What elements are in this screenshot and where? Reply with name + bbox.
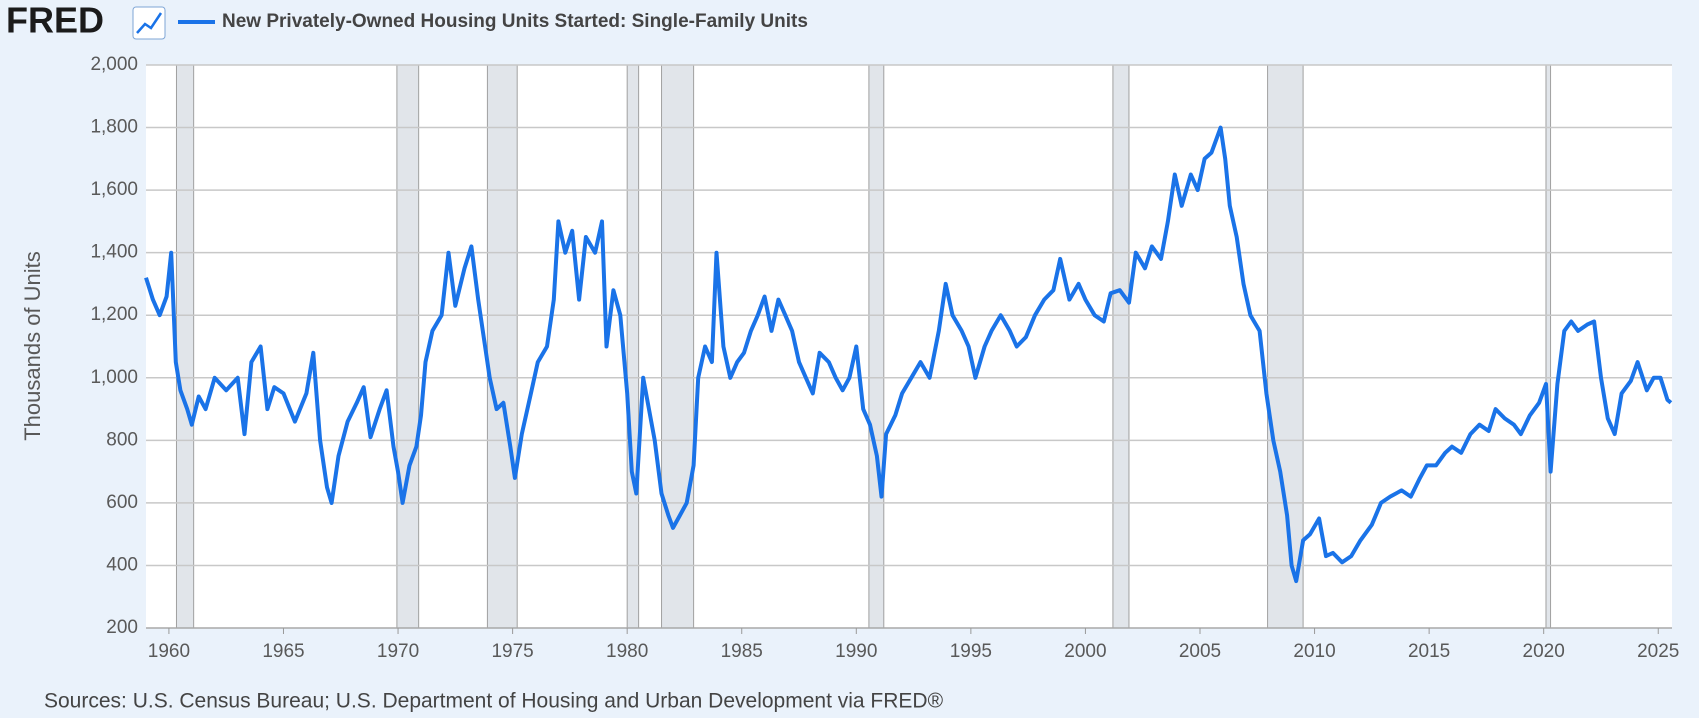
- x-tick-label: 1985: [721, 641, 763, 662]
- recession-band: [396, 64, 420, 629]
- recession-band: [175, 64, 195, 629]
- source-note: Sources: U.S. Census Bureau; U.S. Depart…: [44, 690, 944, 713]
- x-tick-label: 2010: [1293, 641, 1335, 662]
- recession-band: [626, 64, 640, 629]
- logo-icon: [132, 6, 166, 40]
- y-tick-label: 1,600: [90, 179, 138, 200]
- x-tick-label: 1995: [950, 641, 992, 662]
- y-tick-label: 600: [106, 492, 138, 513]
- x-tick-label: 1970: [377, 641, 419, 662]
- y-tick-label: 1,000: [90, 367, 138, 388]
- x-tick-label: 1980: [606, 641, 648, 662]
- logo: FRED: [6, 0, 104, 41]
- y-tick-label: 800: [106, 429, 138, 450]
- y-tick-label: 400: [106, 554, 138, 575]
- y-tick-label: 1,400: [90, 242, 138, 263]
- x-tick-label: 1965: [262, 641, 304, 662]
- y-axis-label: Thousands of Units: [20, 251, 45, 441]
- recession-band: [1545, 64, 1552, 629]
- recession-band: [661, 64, 695, 629]
- x-tick-label: 1990: [835, 641, 877, 662]
- y-tick-label: 1,800: [90, 117, 138, 138]
- x-tick-label: 2005: [1179, 641, 1221, 662]
- recession-band: [1267, 64, 1304, 629]
- legend-label: New Privately-Owned Housing Units Starte…: [222, 11, 808, 32]
- x-tick-label: 2015: [1408, 641, 1450, 662]
- x-tick-label: 2000: [1064, 641, 1106, 662]
- y-tick-label: 200: [106, 617, 138, 638]
- y-tick-label: 1,200: [90, 304, 138, 325]
- y-tick-label: 2,000: [90, 54, 138, 75]
- x-tick-label: 1975: [491, 641, 533, 662]
- recession-band: [868, 64, 885, 629]
- data-line: [144, 125, 1673, 584]
- x-tick-label: 2025: [1637, 641, 1679, 662]
- x-tick-label: 1960: [148, 641, 190, 662]
- x-tick-label: 2020: [1523, 641, 1565, 662]
- recession-band: [486, 64, 518, 629]
- plot-area: [146, 65, 1672, 628]
- recession-band: [1112, 64, 1130, 629]
